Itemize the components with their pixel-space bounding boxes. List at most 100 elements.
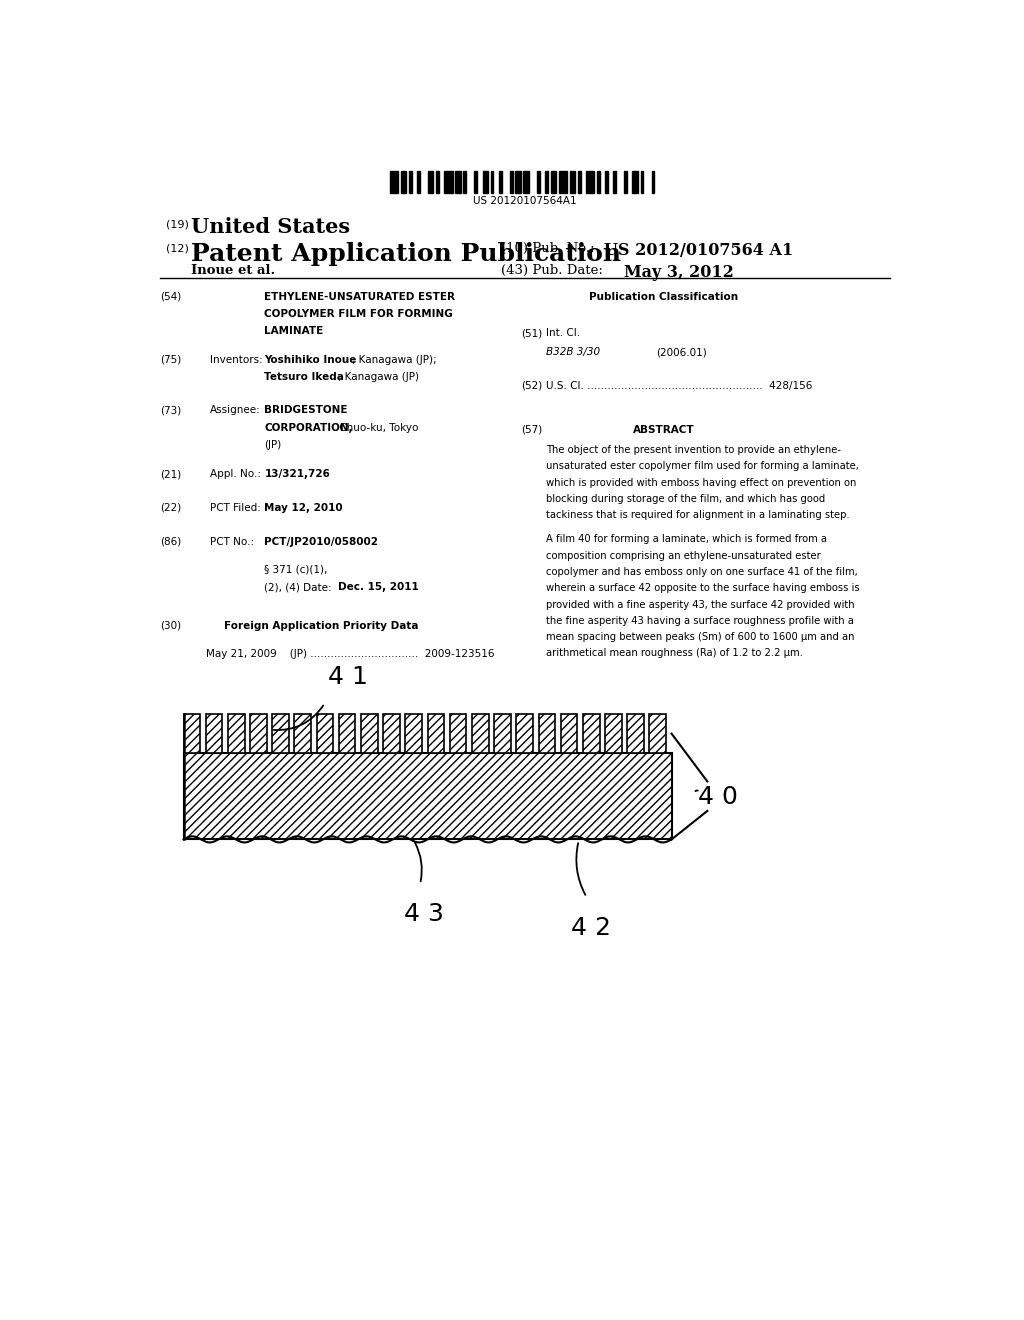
Polygon shape [561,714,578,752]
Bar [400,170,407,193]
Polygon shape [250,714,266,752]
Bar [625,170,627,193]
Polygon shape [295,714,311,752]
Text: tackiness that is required for alignment in a laminating step.: tackiness that is required for alignment… [546,510,850,520]
Polygon shape [183,714,200,752]
Text: § 371 (c)(1),: § 371 (c)(1), [264,565,328,576]
Text: Int. Cl.: Int. Cl. [546,329,581,338]
Bar [545,170,548,193]
Bar [510,170,513,193]
Text: (30): (30) [160,620,181,631]
Text: arithmetical mean roughness (Ra) of 1.2 to 2.2 μm.: arithmetical mean roughness (Ra) of 1.2 … [546,648,803,659]
Text: CORPORATION,: CORPORATION, [264,422,353,433]
Text: (52): (52) [521,381,542,391]
Bar [559,170,567,193]
Bar [641,170,643,193]
Bar [651,170,654,193]
Text: Tetsuro Ikeda: Tetsuro Ikeda [264,372,344,381]
Text: 4 1: 4 1 [328,665,368,689]
Text: B32B 3/30: B32B 3/30 [546,347,600,358]
Bar [499,170,502,193]
Text: May 12, 2010: May 12, 2010 [264,503,343,513]
Polygon shape [339,714,355,752]
Bar [569,170,575,193]
Text: PCT Filed:: PCT Filed: [210,503,261,513]
Text: May 3, 2012: May 3, 2012 [624,264,734,281]
Text: US 2012/0107564 A1: US 2012/0107564 A1 [604,242,794,259]
Text: (75): (75) [160,355,181,364]
Bar [523,170,528,193]
Text: Patent Application Publication: Patent Application Publication [191,242,622,265]
Text: Foreign Application Priority Data: Foreign Application Priority Data [224,620,419,631]
Text: , Kanagawa (JP);: , Kanagawa (JP); [352,355,436,364]
Text: mean spacing between peaks (Sm) of 600 to 1600 μm and an: mean spacing between peaks (Sm) of 600 t… [546,632,855,642]
Bar [436,170,439,193]
Text: Yoshihiko Inoue: Yoshihiko Inoue [264,355,357,364]
Text: (51): (51) [521,329,542,338]
Text: 4 2: 4 2 [570,916,611,940]
Text: PCT No.:: PCT No.: [210,536,254,546]
Text: The object of the present invention to provide an ethylene-: The object of the present invention to p… [546,445,842,455]
Text: (12): (12) [166,244,189,253]
Text: wherein a surface 42 opposite to the surface having emboss is: wherein a surface 42 opposite to the sur… [546,583,860,593]
Polygon shape [428,714,444,752]
Polygon shape [361,714,378,752]
Polygon shape [183,752,672,840]
Bar [428,170,433,193]
Text: copolymer and has emboss only on one surface 41 of the film,: copolymer and has emboss only on one sur… [546,568,858,577]
Bar [578,170,581,193]
Text: (57): (57) [521,425,542,434]
Text: (22): (22) [160,503,181,513]
Text: unsaturated ester copolymer film used for forming a laminate,: unsaturated ester copolymer film used fo… [546,461,859,471]
Text: (73): (73) [160,405,181,416]
Text: 4 3: 4 3 [404,903,444,927]
Text: which is provided with emboss having effect on prevention on: which is provided with emboss having eff… [546,478,857,487]
Bar [605,170,608,193]
Text: LAMINATE: LAMINATE [264,326,324,337]
Bar [464,170,466,193]
Bar [444,170,453,193]
Text: ETHYLENE-UNSATURATED ESTER: ETHYLENE-UNSATURATED ESTER [264,292,456,301]
Bar [551,170,556,193]
Polygon shape [539,714,555,752]
Text: Publication Classification: Publication Classification [589,292,738,301]
Text: (86): (86) [160,536,181,546]
Text: Assignee:: Assignee: [210,405,260,416]
Bar [409,170,412,193]
Bar [390,170,398,193]
Text: Inoue et al.: Inoue et al. [191,264,275,277]
Bar [537,170,540,193]
Polygon shape [272,714,289,752]
Bar [490,170,494,193]
Text: May 21, 2009    (JP) ................................  2009-123516: May 21, 2009 (JP) ......................… [206,649,495,659]
Polygon shape [583,714,599,752]
Bar [613,170,616,193]
Bar [456,170,461,193]
Bar [515,170,521,193]
Polygon shape [516,714,532,752]
Polygon shape [605,714,622,752]
Bar [586,170,594,193]
Text: composition comprising an ethylene-unsaturated ester: composition comprising an ethylene-unsat… [546,550,821,561]
Text: Chuo-ku, Tokyo: Chuo-ku, Tokyo [336,422,418,433]
Text: (10) Pub. No.:: (10) Pub. No.: [501,242,595,255]
Text: COPOLYMER FILM FOR FORMING: COPOLYMER FILM FOR FORMING [264,309,454,319]
Text: Dec. 15, 2011: Dec. 15, 2011 [338,582,419,593]
Text: (JP): (JP) [264,440,282,450]
Bar [474,170,477,193]
Polygon shape [316,714,333,752]
Text: the fine asperity 43 having a surface roughness profile with a: the fine asperity 43 having a surface ro… [546,616,854,626]
Polygon shape [406,714,422,752]
Text: Appl. No.:: Appl. No.: [210,470,261,479]
Text: Inventors:: Inventors: [210,355,262,364]
Polygon shape [450,714,466,752]
Text: A film 40 for forming a laminate, which is formed from a: A film 40 for forming a laminate, which … [546,535,827,544]
Polygon shape [228,714,245,752]
Text: blocking during storage of the film, and which has good: blocking during storage of the film, and… [546,494,825,504]
Text: (19): (19) [166,219,189,230]
Polygon shape [495,714,511,752]
Text: (54): (54) [160,292,181,301]
Polygon shape [206,714,222,752]
Text: (43) Pub. Date:: (43) Pub. Date: [501,264,603,277]
Text: 4 0: 4 0 [697,784,737,809]
